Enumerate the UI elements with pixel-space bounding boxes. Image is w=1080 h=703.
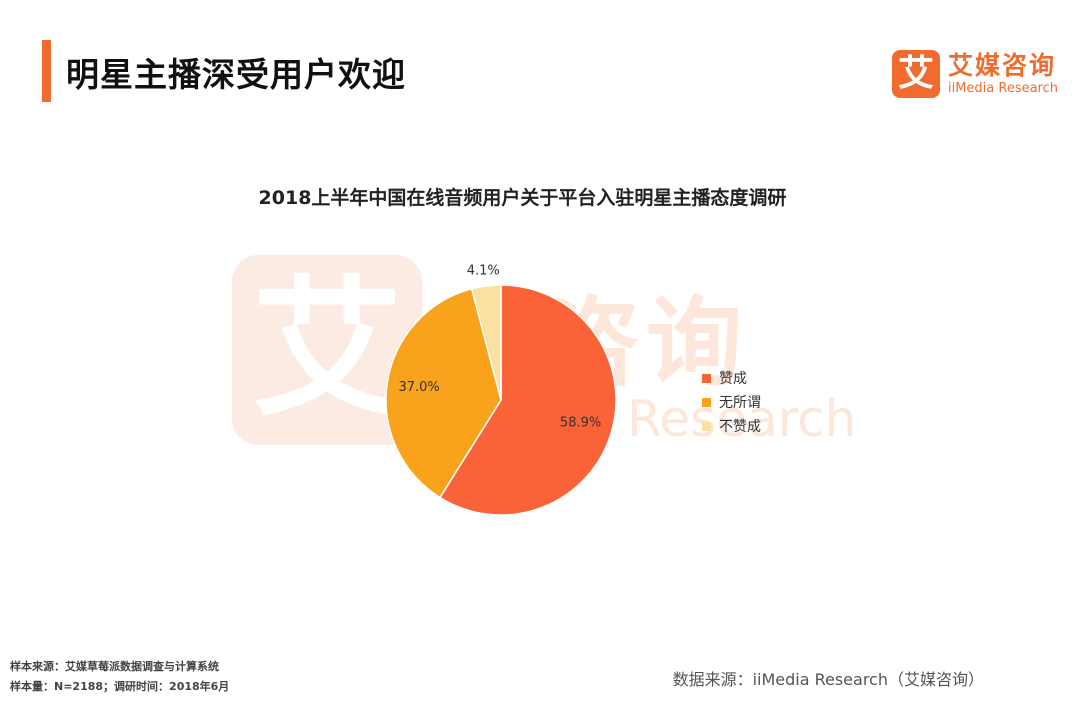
title-accent-bar xyxy=(42,40,51,102)
pie-data-label-0: 58.9% xyxy=(560,415,601,430)
legend-swatch xyxy=(702,421,711,431)
logo-mark-icon: 艾 xyxy=(891,50,940,98)
sample-notes: 样本来源：艾媒草莓派数据调查与计算系统 样本量：N=2188；调研时间：2018… xyxy=(10,657,229,697)
brand-logo: 艾 艾媒咨询 iiMedia Research xyxy=(891,50,1058,98)
legend-swatch xyxy=(702,397,711,407)
pie-slice-2 xyxy=(470,284,502,401)
legend-item-indifferent: 无所谓 xyxy=(702,390,761,414)
sample-size: 样本量：N=2188；调研时间：2018年6月 xyxy=(10,680,230,693)
legend-label: 无所谓 xyxy=(719,395,761,411)
legend-item-approve: 赞成 xyxy=(702,366,761,390)
legend-swatch xyxy=(702,373,711,383)
pie-data-label-1: 37.0% xyxy=(398,380,439,395)
data-source: 数据来源：iiMedia Research（艾媒咨询） xyxy=(672,670,984,689)
page-title: 明星主播深受用户欢迎 xyxy=(66,55,406,94)
chart-title: 2018上半年中国在线音频用户关于平台入驻明星主播态度调研 xyxy=(258,187,787,209)
legend-label: 赞成 xyxy=(719,371,747,387)
sample-source: 样本来源：艾媒草莓派数据调查与计算系统 xyxy=(10,660,219,673)
pie-data-label-2: 4.1% xyxy=(467,264,500,279)
pie-slice-1 xyxy=(385,287,502,499)
chart-legend: 赞成 无所谓 不赞成 xyxy=(702,366,761,438)
logo-cn-text: 艾媒咨询 xyxy=(947,51,1056,80)
pie-slice-0 xyxy=(438,284,617,516)
legend-label: 不赞成 xyxy=(719,419,761,435)
logo-en-text: iiMedia Research xyxy=(947,81,1058,96)
legend-item-disapprove: 不赞成 xyxy=(702,414,761,438)
